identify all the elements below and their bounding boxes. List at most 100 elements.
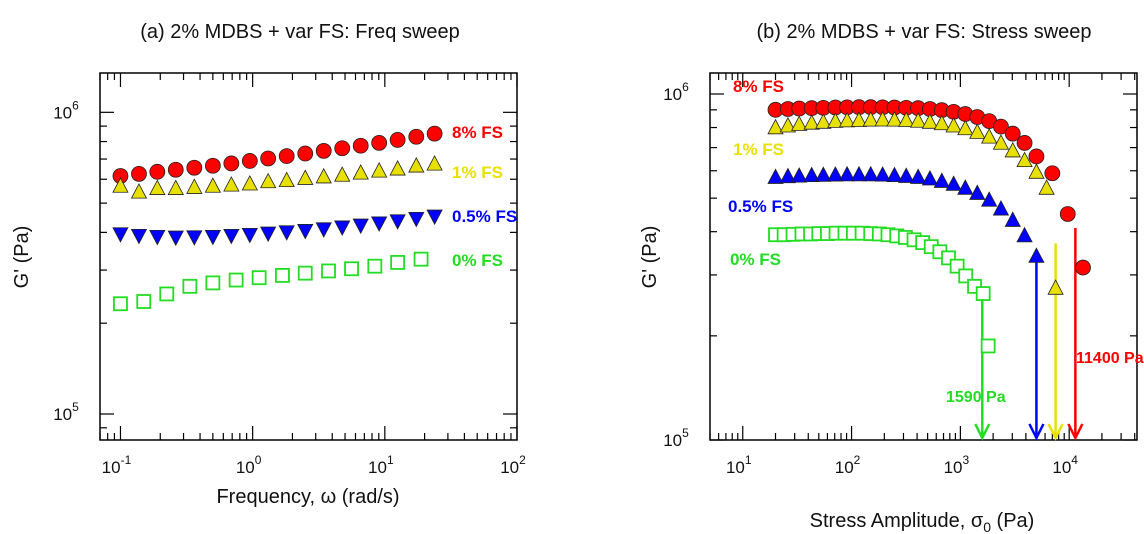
y-tick-label: 105 — [53, 400, 79, 424]
point-1-fs — [334, 166, 351, 182]
point-8-fs — [352, 137, 369, 154]
point-1-fs — [389, 160, 406, 176]
point-1-fs — [223, 176, 240, 192]
point-0-5-fs — [1004, 211, 1021, 227]
point-0-fs — [975, 286, 991, 301]
point-1-fs — [981, 128, 998, 144]
point-0-5-fs — [874, 166, 891, 182]
point-0-5-fs — [241, 227, 258, 244]
point-0-5-fs — [204, 229, 222, 246]
cutoff-arrow-head — [1028, 423, 1045, 441]
point-0-5-fs — [862, 165, 879, 182]
point-8-fs — [993, 118, 1009, 135]
point-8-fs — [167, 161, 184, 178]
series-label-8-fs: 8% FS — [452, 123, 503, 142]
point-0-5-fs — [921, 170, 939, 186]
point-1-fs — [815, 113, 832, 129]
annotation-1590-pa: 1590 Pa — [946, 389, 1006, 406]
point-1-fs — [969, 123, 986, 139]
point-0-5-fs — [838, 165, 856, 182]
point-0-5-fs — [112, 227, 129, 243]
cutoff-arrow-head — [1067, 423, 1084, 441]
point-0-5-fs — [389, 214, 406, 230]
point-0-5-fs — [315, 222, 332, 238]
point-0-5-fs — [149, 229, 166, 246]
x-tick-label: 103 — [944, 453, 970, 477]
series-label-1-fs: 1% FS — [452, 163, 503, 182]
point-0-fs — [205, 275, 221, 291]
point-0-5-fs — [767, 168, 784, 184]
point-1-fs — [791, 115, 808, 131]
point-0-5-fs — [297, 224, 314, 240]
point-8-fs — [131, 165, 147, 182]
x-tick-label: 10-1 — [102, 453, 132, 477]
panel-a-y-tick-labels: 105 106 — [53, 98, 79, 424]
point-8-fs — [315, 142, 332, 159]
panel-a-points — [112, 125, 443, 312]
point-1-fs — [909, 112, 927, 128]
point-0-5-fs — [969, 184, 986, 200]
panel-b-x-axis-label: Stress Amplitude, σ0 (Pa) — [810, 510, 1035, 534]
point-8-fs — [241, 153, 258, 169]
point-1-fs — [874, 110, 891, 127]
point-0-fs — [413, 251, 429, 267]
point-8-fs — [334, 140, 351, 157]
point-8-fs — [408, 128, 425, 145]
point-1-fs — [352, 164, 369, 180]
point-1-fs — [1016, 151, 1033, 168]
point-1-fs — [886, 111, 903, 127]
point-0-fs — [113, 296, 128, 312]
point-0-5-fs — [1016, 226, 1033, 243]
point-1-fs — [278, 171, 295, 188]
point-1-fs — [149, 179, 166, 195]
point-0-5-fs — [945, 175, 962, 191]
panel-b-arrows — [974, 227, 1084, 441]
point-1-fs — [1004, 141, 1021, 158]
point-0-5-fs — [223, 228, 240, 245]
point-8-fs — [204, 157, 221, 174]
point-0-5-fs — [850, 165, 868, 182]
panel-b-points — [767, 99, 1091, 354]
point-8-fs — [223, 155, 240, 172]
panel-b-x-tick-labels: 101 102 103 104 — [726, 453, 1078, 477]
point-1-fs — [767, 118, 784, 135]
point-0-5-fs — [827, 166, 844, 182]
point-0-fs — [136, 294, 152, 309]
point-0-5-fs — [186, 230, 203, 246]
point-8-fs — [426, 125, 443, 142]
x-tick-label: 102 — [500, 453, 526, 477]
point-0-fs — [321, 263, 336, 279]
point-8-fs — [389, 132, 406, 148]
point-8-fs — [1004, 125, 1021, 142]
y-tick-label: 106 — [663, 80, 689, 104]
point-0-fs — [367, 258, 383, 274]
panel-a-x-tick-labels: 10-1 100 101 102 — [102, 453, 526, 477]
point-0-5-fs — [426, 209, 443, 226]
point-8-fs — [297, 145, 314, 162]
point-0-5-fs — [981, 191, 998, 207]
point-0-5-fs — [408, 211, 425, 228]
point-1-fs — [370, 162, 388, 178]
point-0-5-fs — [334, 220, 351, 236]
point-0-5-fs — [933, 172, 950, 188]
point-0-5-fs — [1028, 247, 1045, 263]
series-label-0-5-fs: 0.5% FS — [728, 197, 793, 216]
point-1-fs — [426, 155, 443, 171]
point-1-fs — [1047, 279, 1064, 295]
point-0-5-fs — [259, 226, 277, 243]
panel-a-y-axis-label: G' (Pa) — [11, 226, 33, 289]
point-0-5-fs — [886, 166, 903, 183]
x-tick-label: 100 — [236, 453, 262, 477]
point-0-5-fs — [957, 179, 974, 195]
point-1-fs — [259, 172, 277, 189]
point-8-fs — [1028, 148, 1045, 165]
point-0-fs — [228, 272, 244, 288]
point-1-fs — [957, 119, 974, 136]
point-1-fs — [204, 177, 222, 193]
y-tick-label: 105 — [663, 426, 689, 450]
cutoff-arrow-head — [1047, 423, 1064, 441]
point-0-fs — [297, 265, 313, 281]
point-8-fs — [1075, 259, 1091, 276]
x-tick-label: 101 — [726, 453, 752, 477]
